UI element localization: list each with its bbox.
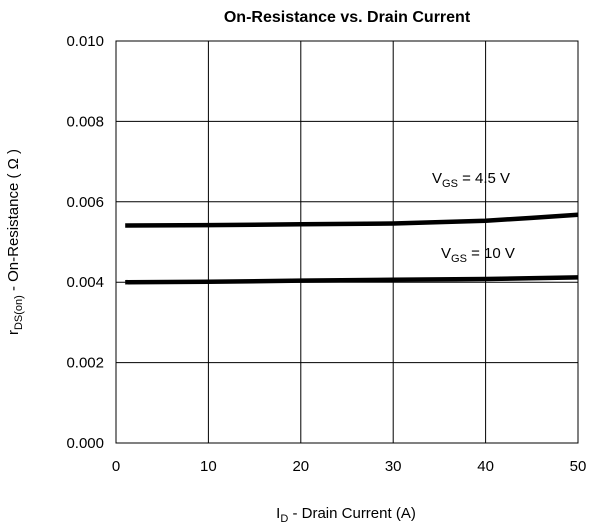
x-tick-label: 50 (570, 458, 587, 475)
x-tick-label: 10 (200, 458, 217, 475)
series-line-0 (125, 212, 579, 228)
x-axis-label: ID - Drain Current (A) (276, 505, 416, 525)
x-tick-label: 0 (112, 458, 120, 475)
y-tick-label: 0.010 (66, 33, 104, 50)
grid (115, 40, 579, 444)
y-tick-label: 0.004 (66, 274, 104, 291)
series-lines (125, 212, 579, 285)
series-label-vgs-10: VGS = 10 V (441, 245, 515, 265)
x-tick-label: 20 (292, 458, 309, 475)
y-tick-label: 0.006 (66, 194, 104, 211)
x-tick-label: 30 (385, 458, 402, 475)
tick-labels: 0 10 20 30 40 50 0.000 0.002 0.004 0.006 0.008 0.01… (66, 33, 586, 475)
series-line-1 (125, 275, 579, 285)
series-label-vgs-4-5: VGS = 4.5 V (432, 170, 510, 190)
x-tick-label: 40 (477, 458, 494, 475)
y-tick-label: 0.008 (66, 113, 104, 130)
y-axis-label: rDS(on) - On-Resistance ( Ω ) (5, 149, 25, 335)
plot-frame (115, 40, 579, 444)
chart-title: On-Resistance vs. Drain Current (224, 9, 471, 26)
y-tick-label: 0.002 (66, 355, 104, 372)
y-tick-label: 0.000 (66, 435, 104, 452)
